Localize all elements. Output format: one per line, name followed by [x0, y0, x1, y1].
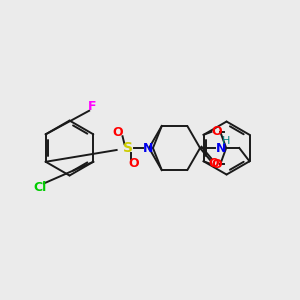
Text: N: N: [143, 142, 153, 154]
Text: O: O: [211, 125, 222, 138]
Text: F: F: [88, 100, 96, 113]
Text: H: H: [221, 136, 230, 146]
Text: Cl: Cl: [33, 181, 47, 194]
Text: O: O: [112, 126, 123, 139]
Text: O: O: [211, 158, 222, 171]
Text: O: O: [128, 157, 139, 170]
Text: N: N: [215, 142, 226, 154]
Text: S: S: [123, 141, 134, 155]
Text: O: O: [208, 157, 219, 170]
